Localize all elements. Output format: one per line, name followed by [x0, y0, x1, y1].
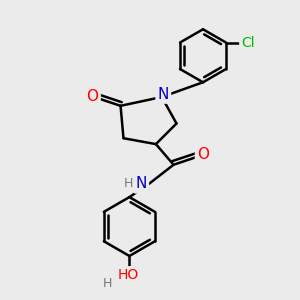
Text: O: O — [197, 147, 209, 162]
Text: O: O — [87, 89, 99, 104]
Text: HO: HO — [117, 268, 139, 282]
Text: N: N — [136, 176, 147, 191]
Text: H: H — [103, 278, 112, 290]
Text: H: H — [124, 177, 134, 190]
Text: N: N — [158, 87, 169, 102]
Text: Cl: Cl — [241, 35, 255, 50]
